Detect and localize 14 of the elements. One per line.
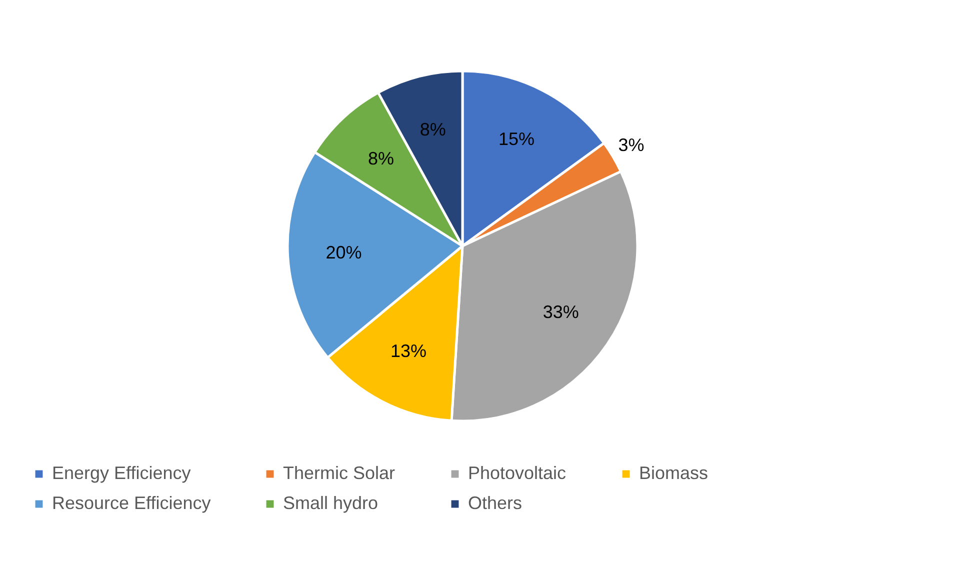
legend-label: Energy Efficiency: [52, 463, 191, 483]
legend-label: Thermic Solar: [283, 463, 396, 483]
data-label: 3%: [618, 135, 644, 156]
legend-label: Others: [468, 493, 522, 513]
data-label: 33%: [542, 302, 579, 322]
legend-label: Biomass: [639, 463, 708, 483]
data-label: 8%: [368, 148, 394, 168]
data-label: 20%: [326, 242, 362, 262]
data-label: 8%: [420, 120, 446, 140]
data-label: 15%: [498, 128, 535, 149]
legend-label: Small hydro: [283, 493, 378, 513]
legend-label: Resource Efficiency: [52, 493, 211, 513]
data-label: 13%: [390, 341, 426, 362]
legend-label: Photovoltaic: [468, 463, 566, 483]
